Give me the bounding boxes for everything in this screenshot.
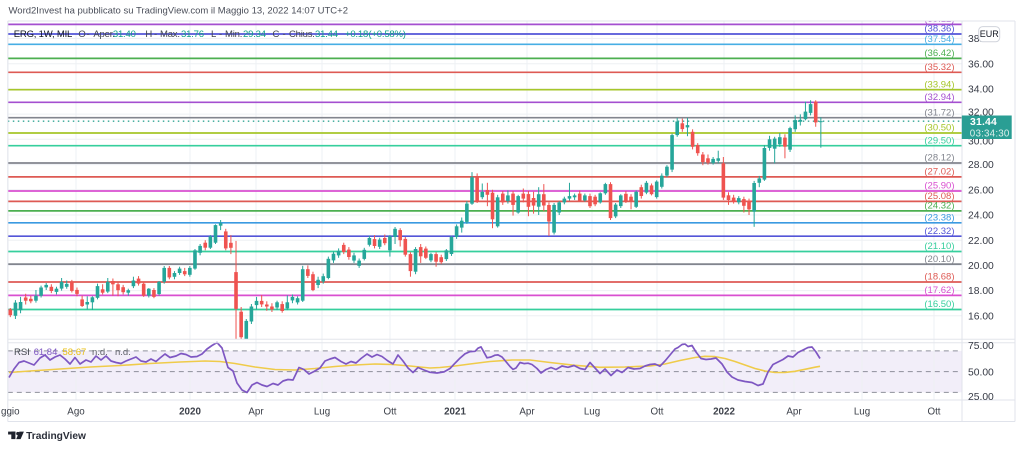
svg-text:EUR: EUR: [980, 29, 1000, 39]
svg-text:(36.42): (36.42): [924, 48, 954, 59]
svg-text:-: -: [219, 29, 222, 40]
svg-text:(39.12): (39.12): [924, 14, 954, 25]
svg-text:(+0.58%): (+0.58%): [369, 29, 406, 40]
svg-text:(23.38): (23.38): [924, 213, 954, 224]
svg-text:2021: 2021: [444, 406, 466, 417]
svg-text:22.00: 22.00: [968, 236, 994, 247]
svg-text:(32.94): (32.94): [924, 92, 954, 103]
svg-text:Lug: Lug: [854, 406, 870, 417]
svg-text:18.00: 18.00: [968, 286, 994, 297]
svg-text:Min.: Min.: [225, 29, 242, 40]
svg-text:(37.54): (37.54): [924, 34, 954, 45]
svg-text:Apr: Apr: [519, 406, 535, 417]
svg-text:-: -: [87, 29, 90, 40]
svg-text:RSI: RSI: [14, 347, 30, 358]
svg-text:24.00: 24.00: [968, 211, 994, 222]
svg-text:O: O: [78, 29, 85, 40]
svg-text:(21.10): (21.10): [924, 241, 954, 252]
svg-text:28.00: 28.00: [968, 160, 994, 171]
svg-text:03:34:30: 03:34:30: [970, 128, 1010, 139]
svg-text:(29.50): (29.50): [924, 135, 954, 146]
svg-text:Ott: Ott: [650, 406, 663, 417]
svg-text:30.00: 30.00: [968, 137, 994, 148]
svg-text:50.00: 50.00: [968, 367, 994, 378]
svg-text:C: C: [273, 29, 280, 40]
svg-text:20.00: 20.00: [968, 261, 994, 272]
svg-text:31.40: 31.40: [113, 29, 136, 40]
svg-text:H: H: [145, 29, 152, 40]
svg-text:Apr: Apr: [786, 406, 802, 417]
svg-text:2020: 2020: [179, 406, 201, 417]
svg-text:-: -: [154, 29, 157, 40]
svg-text:-: -: [283, 29, 286, 40]
svg-text:Ott: Ott: [927, 406, 940, 417]
svg-text:+0.18: +0.18: [345, 29, 368, 40]
svg-text:31.44: 31.44: [315, 29, 338, 40]
svg-text:Chius.: Chius.: [289, 29, 315, 40]
svg-text:(31.72): (31.72): [924, 107, 954, 118]
svg-text:(24.32): (24.32): [924, 201, 954, 212]
svg-text:ERG, 1W, MIL: ERG, 1W, MIL: [14, 29, 72, 40]
svg-text:(28.12): (28.12): [924, 153, 954, 164]
svg-text:25.00: 25.00: [968, 392, 994, 403]
svg-text:Lug: Lug: [314, 406, 330, 417]
svg-text:(18.68): (18.68): [924, 272, 954, 283]
svg-text:L: L: [211, 29, 216, 40]
svg-text:61.84: 61.84: [34, 347, 58, 358]
svg-text:ggio: ggio: [1, 406, 20, 417]
svg-text:(17.62): (17.62): [924, 285, 954, 296]
svg-text:34.00: 34.00: [968, 85, 994, 96]
svg-text:Aper.: Aper.: [93, 29, 114, 40]
svg-text:31.44: 31.44: [970, 117, 997, 128]
svg-text:58.67: 58.67: [63, 347, 87, 358]
svg-text:(30.50): (30.50): [924, 123, 954, 134]
svg-text:(16.50): (16.50): [924, 299, 954, 310]
svg-text:32.00: 32.00: [968, 107, 994, 118]
svg-text:Apr: Apr: [248, 406, 264, 417]
svg-text:(25.90): (25.90): [924, 181, 954, 192]
svg-text:Max.: Max.: [160, 29, 180, 40]
svg-text:31.76: 31.76: [181, 29, 204, 40]
svg-text:26.00: 26.00: [968, 185, 994, 196]
svg-text:n.d.: n.d.: [92, 347, 108, 358]
svg-text:Word2Invest ha pubblicato su T: Word2Invest ha pubblicato su TradingView…: [9, 6, 348, 17]
svg-text:(35.32): (35.32): [924, 62, 954, 73]
svg-text:n.d.: n.d.: [115, 347, 131, 358]
svg-text:(25.08): (25.08): [924, 191, 954, 202]
svg-text:(38.36): (38.36): [924, 24, 954, 35]
svg-text:(27.02): (27.02): [924, 167, 954, 178]
svg-text:16.00: 16.00: [968, 311, 994, 322]
svg-text:(20.10): (20.10): [924, 254, 954, 265]
svg-text:(22.32): (22.32): [924, 226, 954, 237]
svg-text:36.00: 36.00: [968, 59, 994, 70]
svg-text:75.00: 75.00: [968, 341, 994, 352]
svg-text:29.34: 29.34: [243, 29, 266, 40]
svg-text:Lug: Lug: [584, 406, 600, 417]
svg-text:TradingView: TradingView: [26, 431, 86, 442]
svg-text:(33.94): (33.94): [924, 79, 954, 90]
svg-text:Ago: Ago: [67, 406, 85, 417]
svg-text:2022: 2022: [713, 406, 735, 417]
svg-text:Ott: Ott: [383, 406, 396, 417]
